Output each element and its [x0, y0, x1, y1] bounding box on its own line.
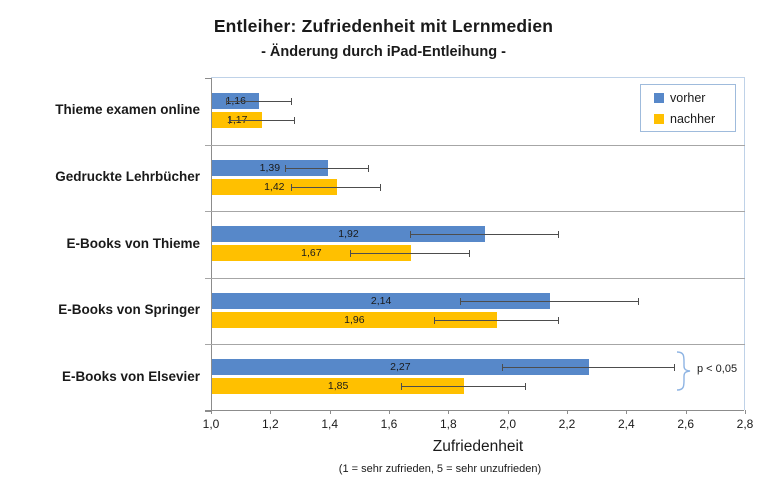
- error-bar-cap: [285, 165, 287, 172]
- legend-item-nachher: nachher: [654, 112, 735, 126]
- x-axis-title: Zufriedenheit: [432, 438, 524, 455]
- bar-value-label: 1,42: [264, 181, 285, 193]
- category-separator-line: [205, 344, 745, 345]
- x-tick-mark: [685, 410, 687, 414]
- bar-value-label: 2,27: [390, 361, 411, 373]
- legend: vorher nachher: [640, 84, 736, 132]
- x-tick-mark: [270, 410, 272, 414]
- significance-brace: [676, 351, 691, 391]
- x-tick-mark: [745, 410, 746, 414]
- x-axis-ticks: 1,0 1,2 1,4 1,6 1,8 2,0 2,2 2,4 2,6 2,8: [203, 410, 753, 450]
- x-tick-label: 2,2: [558, 417, 576, 431]
- category-label: E-Books von Springer: [58, 302, 200, 317]
- bar-vorher: [212, 293, 551, 309]
- x-tick-label: 1,6: [380, 417, 398, 431]
- bar-value-label: 1,85: [327, 380, 349, 392]
- x-tick-label: 2,0: [499, 417, 516, 431]
- error-bar-cap: [400, 383, 402, 390]
- category-label: Gedruckte Lehrbücher: [55, 169, 200, 184]
- error-bar-cap: [460, 298, 462, 305]
- error-bar-line: [433, 320, 559, 321]
- error-bar-cap: [228, 117, 230, 124]
- p-value-annotation: p < 0,05: [697, 363, 738, 375]
- error-bar-line: [409, 234, 559, 235]
- error-bar-cap: [558, 231, 560, 238]
- error-bar-line: [291, 187, 381, 188]
- error-bar-cap: [291, 184, 293, 191]
- error-bar-cap: [638, 298, 640, 305]
- x-tick-mark: [211, 410, 212, 414]
- x-axis-line: [205, 410, 744, 411]
- error-bar-cap: [673, 364, 675, 371]
- error-bar-line: [400, 386, 526, 387]
- error-bar-cap: [558, 317, 560, 324]
- legend-label-nachher: nachher: [670, 111, 716, 126]
- error-bar-line: [225, 101, 292, 102]
- bar-nachher: [212, 245, 411, 261]
- legend-swatch-vorher: [654, 92, 664, 103]
- error-bar-line: [228, 120, 295, 121]
- chart-title: Entleiher: Zufriedenheit mit Lernmedien: [213, 16, 554, 36]
- error-bar-cap: [291, 98, 293, 105]
- category-axis-labels: Thieme examen online Gedruckte Lehrbücher…: [0, 77, 202, 410]
- category-separator-line: [205, 145, 745, 146]
- bar-nachher: [212, 179, 337, 195]
- x-tick-label: 2,6: [677, 417, 694, 431]
- category-label: E-Books von Elsevier: [61, 369, 200, 384]
- bar-value-label: 1,96: [344, 314, 365, 326]
- legend-swatch-nachher: [654, 113, 664, 124]
- y-axis-line: [211, 78, 212, 410]
- error-bar-cap: [525, 383, 527, 390]
- x-tick-mark: [507, 410, 509, 414]
- error-bar-cap: [501, 364, 503, 371]
- category-label: E-Books von Thieme: [66, 236, 200, 251]
- error-bar-line: [460, 301, 639, 302]
- bar-value-label: 1,92: [338, 228, 359, 240]
- category-separator-line: [205, 278, 745, 279]
- error-bar-cap: [225, 98, 227, 105]
- error-bar-line: [285, 168, 369, 169]
- x-tick-label: 2,4: [617, 417, 635, 431]
- chart-subtitle: - Änderung durch iPad-Entleihung -: [261, 44, 506, 60]
- x-tick-label: 1,4: [321, 417, 338, 431]
- legend-item-vorher: vorher: [654, 91, 735, 105]
- bar-value-label: 1,39: [259, 162, 281, 174]
- error-bar-cap: [380, 184, 382, 191]
- bar-vorher: [212, 226, 485, 242]
- x-tick-label: 2,8: [736, 417, 754, 431]
- error-bar-cap: [294, 117, 296, 124]
- category-separator-line: [205, 211, 745, 212]
- bar-nachher: [212, 312, 497, 328]
- error-bar-cap: [409, 231, 411, 238]
- x-tick-mark: [567, 410, 568, 414]
- bar-nachher: [212, 378, 465, 394]
- error-bar-cap: [433, 317, 435, 324]
- x-tick-mark: [626, 410, 628, 414]
- bar-vorher: [212, 359, 589, 375]
- category-label: Thieme examen online: [55, 102, 200, 117]
- x-tick-label: 1,8: [439, 417, 457, 431]
- error-bar-line: [350, 253, 470, 254]
- error-bar-line: [501, 367, 674, 368]
- bar-value-label: 1,67: [301, 247, 322, 259]
- x-tick-label: 1,2: [261, 417, 279, 431]
- error-bar-cap: [469, 250, 471, 257]
- legend-label-vorher: vorher: [670, 90, 706, 105]
- x-tick-label: 1,0: [202, 417, 220, 431]
- x-axis-note: (1 = sehr zufrieden, 5 = sehr unzufriede…: [338, 463, 542, 475]
- x-tick-mark: [329, 410, 331, 414]
- bar-vorher: [212, 160, 328, 176]
- x-tick-mark: [389, 410, 390, 414]
- plot-area: 1,16 1,17 1,39 1,42 1,92 1,67 2,14 1,96 2,27 1,85: [205, 77, 745, 412]
- category-axis-tick: [205, 411, 211, 412]
- bar-value-label: 2,14: [370, 295, 392, 307]
- x-tick-mark: [448, 410, 450, 414]
- error-bar-cap: [368, 165, 370, 172]
- category-axis-tick: [205, 78, 211, 79]
- error-bar-cap: [350, 250, 352, 257]
